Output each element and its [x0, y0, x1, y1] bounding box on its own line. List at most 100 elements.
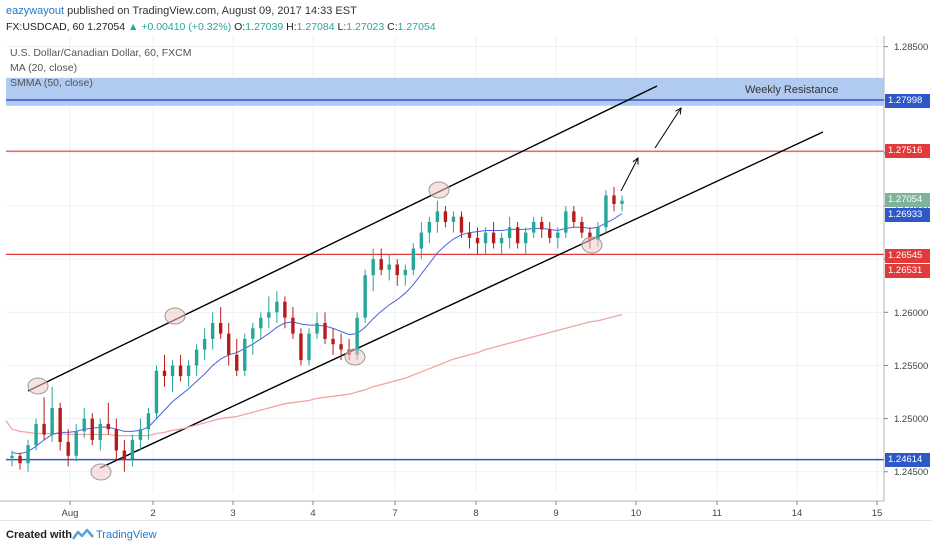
candle-body	[74, 431, 78, 456]
touch-marker	[27, 377, 49, 395]
candle-body	[540, 221, 544, 230]
chart-header: eazywayout published on TradingView.com,…	[0, 0, 932, 36]
candle-body	[98, 423, 102, 440]
candle-body	[26, 445, 30, 464]
candle	[379, 248, 383, 276]
candle	[459, 211, 464, 238]
candle-body	[459, 216, 464, 233]
price-tag: 1.26545	[885, 249, 930, 263]
candle-body	[580, 221, 584, 233]
close-label: C:	[387, 21, 398, 33]
candle	[227, 322, 231, 366]
candle-body	[515, 227, 520, 244]
candle-body	[50, 407, 54, 435]
candle-body	[307, 333, 311, 361]
candle	[467, 221, 472, 249]
candle-body	[18, 455, 22, 464]
candle-body	[202, 338, 207, 350]
candle	[556, 227, 560, 249]
moving-averages	[5, 213, 623, 455]
candle	[218, 307, 223, 339]
candle-body	[379, 259, 383, 270]
candle	[371, 248, 375, 292]
time-tick-label: 14	[792, 508, 803, 519]
candle	[515, 221, 520, 249]
candle	[427, 216, 432, 244]
touch-marker	[90, 463, 112, 481]
touch-markers	[27, 181, 603, 481]
price-chart[interactable]: 1.285001.280001.275001.270001.265001.260…	[0, 36, 932, 520]
level-zones	[6, 77, 884, 461]
time-tick-label: 15	[872, 508, 883, 519]
time-tick-label: 9	[553, 508, 558, 519]
tradingview-logo-icon	[72, 528, 94, 540]
author-link[interactable]: eazywayout	[6, 5, 65, 17]
candle-body	[475, 237, 480, 244]
candle-body	[66, 441, 70, 456]
time-tick-label: 11	[712, 508, 722, 519]
candle	[106, 402, 111, 435]
candle	[138, 418, 143, 451]
candle	[523, 227, 528, 254]
legend-smma[interactable]: SMMA (50, close)	[10, 77, 93, 89]
candle	[475, 227, 480, 254]
candle-body	[403, 269, 407, 276]
tradingview-link[interactable]: TradingView	[96, 529, 157, 541]
candle	[548, 221, 552, 244]
candle-body	[572, 211, 576, 222]
candle	[275, 291, 279, 323]
candle	[307, 328, 311, 366]
low-value: 1.27023	[346, 21, 385, 33]
candle	[42, 397, 46, 440]
candle-body	[620, 200, 624, 204]
candle	[82, 407, 86, 438]
price-tag: 1.26933	[885, 208, 930, 222]
symbol-info: FX:USDCAD, 60 1.27054 ▲ +0.00410 (+0.32%…	[6, 21, 436, 33]
last-price: 1.27054	[87, 21, 126, 33]
candle	[491, 221, 496, 249]
time-axis[interactable]: Aug 2 3 4 7 8 9 10 11 14 15	[0, 500, 884, 519]
candle	[580, 216, 584, 238]
time-tick-label: 7	[392, 508, 397, 519]
candle-body	[82, 418, 86, 432]
high-label: H:	[286, 21, 297, 33]
candle-body	[467, 232, 472, 238]
candle	[194, 344, 199, 377]
price-tag: 1.27998	[885, 94, 930, 108]
candle	[363, 269, 367, 323]
candle	[620, 195, 624, 212]
candle-body	[42, 423, 46, 435]
candle	[267, 296, 271, 329]
candle-body	[34, 423, 38, 446]
candle	[122, 439, 127, 472]
legend-ma[interactable]: MA (20, close)	[10, 62, 78, 74]
publish-info: eazywayout published on TradingView.com,…	[6, 5, 357, 17]
candle-body	[186, 365, 191, 377]
candle-body	[218, 322, 223, 334]
candle	[202, 328, 207, 361]
candle	[210, 312, 215, 350]
open-value: 1.27039	[245, 21, 284, 33]
candle-body	[162, 370, 167, 377]
candle-body	[146, 413, 151, 430]
candle	[90, 413, 94, 446]
candle	[18, 452, 22, 470]
candle-body	[499, 237, 504, 244]
footer: Created with TradingView	[0, 520, 932, 551]
candle	[34, 418, 38, 451]
candle-body	[483, 232, 488, 244]
candle-body	[596, 227, 600, 241]
price-change: ▲ +0.00410 (+0.32%)	[128, 21, 232, 33]
candle	[154, 365, 159, 419]
projection-arrow-2	[654, 108, 681, 149]
candle	[435, 200, 440, 233]
candle	[443, 206, 448, 228]
candle	[235, 338, 239, 377]
candle-body	[323, 322, 327, 339]
candle-body	[395, 264, 399, 276]
candle	[162, 354, 167, 387]
time-tick-label: 8	[473, 508, 478, 519]
candle-body	[363, 275, 367, 318]
candle-body	[443, 211, 448, 222]
candle	[299, 328, 303, 366]
